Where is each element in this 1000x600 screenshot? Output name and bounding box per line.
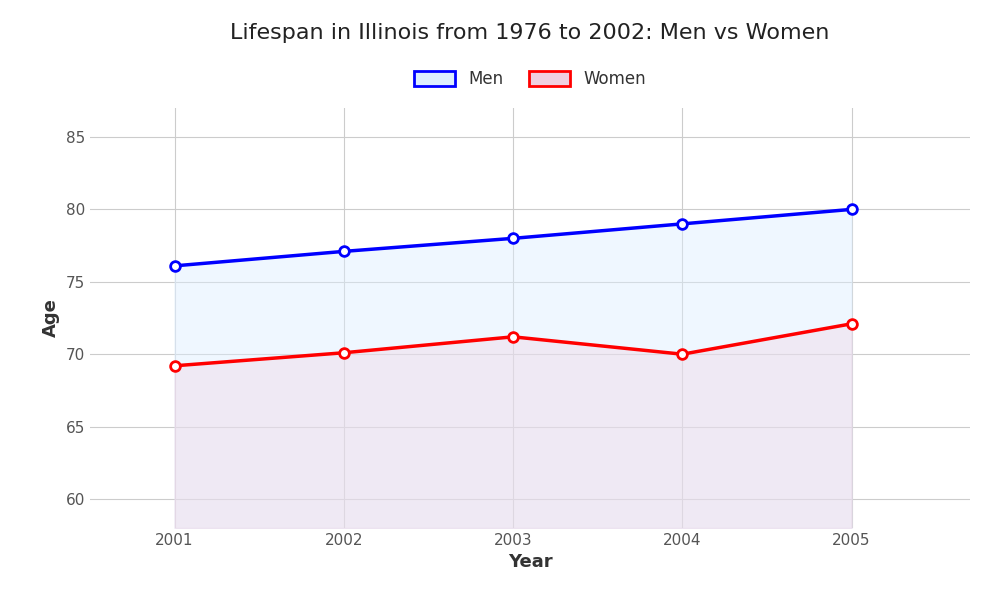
Legend: Men, Women: Men, Women	[405, 62, 655, 97]
Y-axis label: Age: Age	[42, 299, 60, 337]
X-axis label: Year: Year	[508, 553, 552, 571]
Title: Lifespan in Illinois from 1976 to 2002: Men vs Women: Lifespan in Illinois from 1976 to 2002: …	[230, 23, 830, 43]
